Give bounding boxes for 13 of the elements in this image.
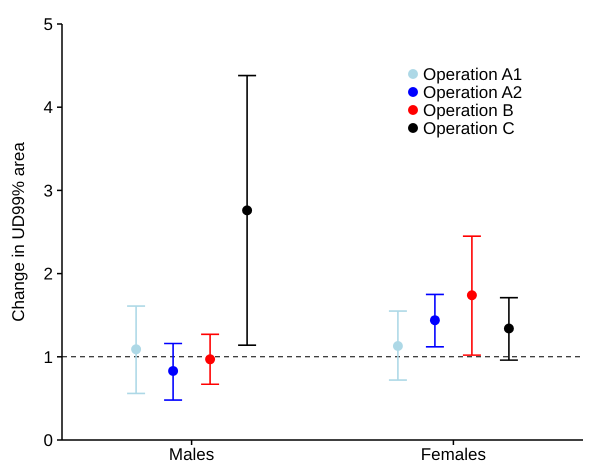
y-tick-label: 3 (44, 181, 53, 200)
legend-label: Operation A1 (423, 64, 522, 84)
y-tick-label: 4 (44, 98, 53, 118)
x-tick-label: Males (168, 445, 214, 464)
y-tick-label: 5 (44, 14, 53, 34)
y-axis-title: Change in UD99% area (9, 142, 28, 322)
y-tick-label: 1 (44, 348, 53, 367)
y-tick-label: 2 (44, 264, 53, 284)
legend-label: Operation C (423, 118, 515, 138)
y-tick-label: 0 (44, 430, 53, 450)
x-tick-label: Females (420, 445, 486, 464)
legend-label: Operation B (423, 100, 514, 120)
legend-label: Operation A2 (423, 82, 522, 102)
